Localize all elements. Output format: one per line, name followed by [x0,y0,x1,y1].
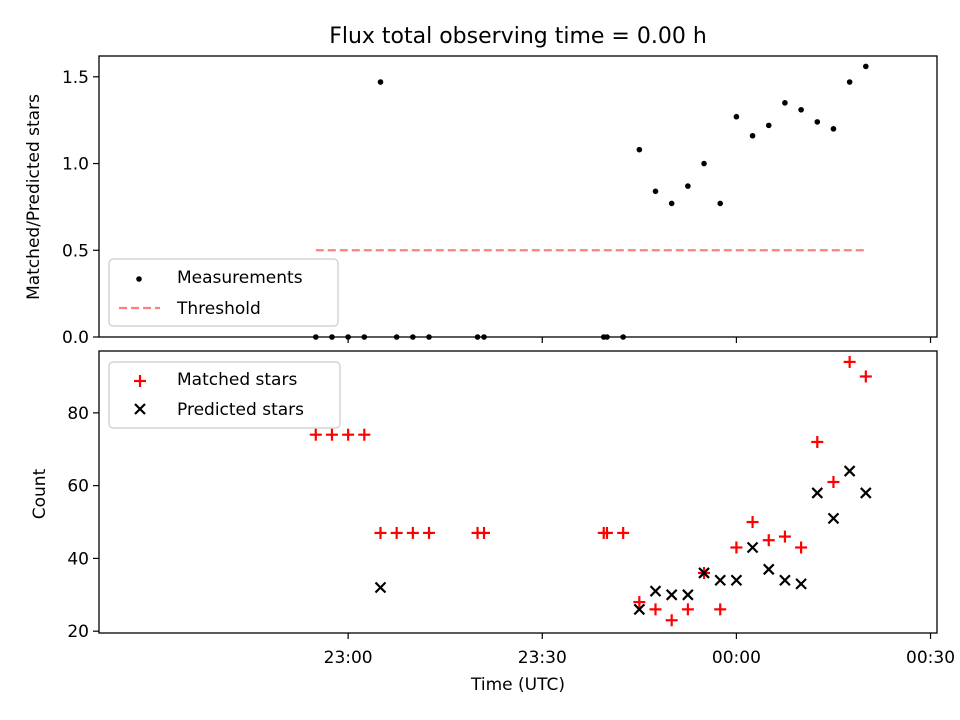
matched-star-point [374,526,387,539]
matched-star-point [309,428,322,441]
x-tick-label: 00:00 [712,648,761,668]
measurement-point [814,119,821,125]
top-legend: Measurements Threshold [108,258,339,327]
bottom-legend-frame [108,361,341,429]
predicted-star-point [633,603,646,616]
matched-star-point [600,526,613,539]
predicted-star-point [827,512,840,525]
predicted-star-point [843,465,856,477]
legend-measurements-marker [136,276,142,282]
chart-title: Flux total observing time = 0.00 h [329,24,707,49]
predicted-star-point [811,487,824,499]
matched-star-point [730,541,743,554]
measurement-point [863,63,869,70]
predicted-star-point [779,574,791,587]
y-tick-label: 0.0 [62,328,89,348]
bottom-y-axis-label: Count [30,468,50,519]
bottom-axes-frame [98,350,938,634]
matched-star-point [390,526,403,539]
matched-star-point [633,596,646,609]
predicted-star-point [649,585,662,597]
x-axis-label: Time (UTC) [470,675,565,695]
matched-star-point [358,428,371,441]
predicted-star-point [698,567,710,579]
predicted-star-point [762,563,775,576]
predicted-star-point [860,487,872,499]
y-tick-label: 0.5 [62,241,89,261]
matched-star-point [762,534,775,547]
matched-star-point [665,614,678,627]
x-tick-label: 23:30 [518,648,567,668]
measurement-point [652,188,659,195]
measurement-point [798,106,804,113]
measurement-point [668,200,675,207]
top-axes-frame [98,55,938,338]
predicted-star-point [714,574,726,587]
matched-star-point [617,526,630,539]
matched-star-point [843,355,856,368]
measurement-point [685,183,691,189]
y-tick-label: 1.5 [62,68,89,88]
y-tick-label: 60 [67,477,89,497]
measurement-point [749,132,756,139]
measurement-point [830,126,837,132]
matched-star-point [406,526,419,539]
predicted-star-point [746,541,759,554]
matched-star-point [681,603,694,616]
matched-star-point [859,370,872,383]
y-tick-label: 40 [67,549,89,569]
legend-measurements-label: Measurements [177,268,303,288]
matched-star-point [649,603,662,616]
predicted-star-point [682,589,694,601]
top-axis-ticks: 0.0 0.5 1.0 1.5 [62,68,932,348]
y-tick-label: 1.0 [62,155,89,175]
measurement-point [701,160,707,167]
predicted-star-point [374,581,387,594]
matched-star-point [342,428,355,441]
top-legend-frame [108,258,339,327]
legend-predicted-marker [134,403,146,415]
matched-star-point [778,530,791,543]
legend-threshold-label: Threshold [176,299,261,319]
top-y-axis-label: Matched/Predicted stars [24,94,44,300]
bottom-legend: Matched stars Predicted stars [108,361,341,429]
bottom-plot-area [309,355,872,627]
matched-star-point [714,603,727,616]
x-tick-label: 00:30 [906,648,955,668]
x-tick-label: 23:00 [324,648,373,668]
measurement-point [717,200,724,207]
measurement-point [733,113,740,120]
measurement-point [782,100,788,106]
measurement-point [377,79,384,85]
predicted-star-point [665,589,678,601]
legend-predicted-label: Predicted stars [177,400,304,420]
matched-star-point [746,516,759,529]
legend-matched-marker [134,375,146,387]
matched-star-point [795,541,808,554]
measurement-point [846,79,853,85]
matched-star-point [827,475,840,488]
legend-matched-label: Matched stars [177,370,297,390]
measurement-point [636,146,643,153]
predicted-star-point [730,574,743,587]
matched-star-point [811,435,824,448]
matched-star-point [325,428,338,441]
y-tick-label: 80 [67,404,89,424]
measurement-point [765,122,772,129]
y-tick-label: 20 [67,622,89,642]
matched-star-point [478,526,491,539]
predicted-star-point [795,578,807,590]
matched-star-point [423,526,436,539]
